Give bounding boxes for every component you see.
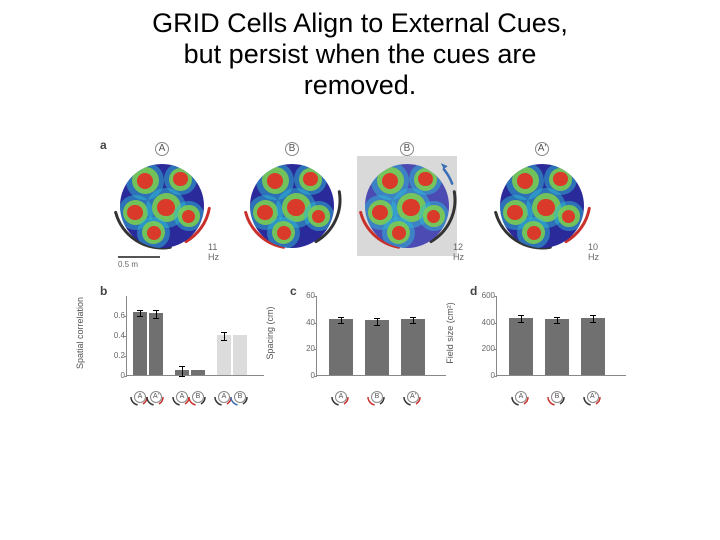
- y-tick: 0.2: [109, 351, 125, 360]
- x-tick-label: A: [514, 391, 528, 403]
- bar: [233, 335, 247, 375]
- y-tick: 60: [299, 291, 315, 300]
- condition-label: B: [285, 142, 299, 156]
- bar: [509, 318, 533, 375]
- y-tick: 0: [479, 371, 495, 380]
- panel-b: bSpatial correlation00.20.40.6AA'ABAB: [100, 288, 278, 408]
- x-tick-label: A: [334, 391, 348, 403]
- y-tick: 40: [299, 318, 315, 327]
- panel-letter-d: d: [470, 284, 477, 298]
- plot-area: 00.20.40.6AA'ABAB: [126, 296, 264, 376]
- y-tick: 0.4: [109, 331, 125, 340]
- y-tick: 400: [479, 318, 495, 327]
- panel-c: cSpacing (cm)0204060ABA': [290, 288, 460, 408]
- bar: [217, 335, 231, 375]
- y-axis-label: Field size (cm²): [445, 288, 455, 378]
- y-axis-label: Spacing (cm): [265, 288, 275, 378]
- condition-label: B: [400, 142, 414, 156]
- bar: [329, 319, 353, 375]
- panel-letter-b: b: [100, 284, 107, 298]
- x-tick-label: A: [175, 391, 189, 403]
- y-tick: 0: [299, 371, 315, 380]
- rate-map: [365, 164, 449, 248]
- plot-area: 0204060ABA': [316, 296, 446, 376]
- condition-label: A: [155, 142, 169, 156]
- y-tick: 0: [109, 371, 125, 380]
- slide-title: GRID Cells Align to External Cues, but p…: [0, 0, 720, 101]
- x-tick-label: B: [191, 391, 205, 403]
- plot-area: 0200400600ABA': [496, 296, 626, 376]
- x-tick-label: B: [370, 391, 384, 403]
- y-tick: 600: [479, 291, 495, 300]
- y-axis-label: Spatial correlation: [75, 288, 85, 378]
- condition-label: A': [535, 142, 549, 156]
- y-tick: 200: [479, 344, 495, 353]
- peak-rate: 10 Hz: [588, 242, 599, 262]
- scale-bar: 0.5 m: [118, 256, 160, 269]
- rate-map: [250, 164, 334, 248]
- title-line-1: GRID Cells Align to External Cues,: [30, 8, 690, 39]
- bar: [581, 318, 605, 375]
- bar: [133, 312, 147, 375]
- title-line-2: but persist when the cues are: [30, 39, 690, 70]
- bar: [149, 313, 163, 375]
- title-line-3: removed.: [30, 70, 690, 101]
- figure: aA11 HzBB12 HzA'10 Hz0.5 m bSpatial corr…: [100, 140, 630, 400]
- bar: [545, 319, 569, 375]
- x-tick-label: B: [550, 391, 564, 403]
- rate-map: [120, 164, 204, 248]
- panel-letter-c: c: [290, 284, 297, 298]
- y-tick: 20: [299, 344, 315, 353]
- x-tick-label: A': [406, 391, 420, 403]
- peak-rate: 11 Hz: [208, 242, 219, 262]
- bar: [401, 319, 425, 375]
- bar: [365, 320, 389, 375]
- bar: [191, 370, 205, 375]
- x-tick-label: A: [133, 391, 147, 403]
- x-tick-label: A': [149, 391, 163, 403]
- y-tick: 0.6: [109, 311, 125, 320]
- x-tick-label: A': [586, 391, 600, 403]
- panel-letter-a: a: [100, 138, 107, 152]
- panel-a: a A 11 Hz B B 12 Hz A' 10 Hz 0.5 m: [100, 140, 630, 270]
- panel-d: dField size (cm²)0200400600ABA': [470, 288, 640, 408]
- x-tick-label: A: [217, 391, 231, 403]
- rate-map: [500, 164, 584, 248]
- peak-rate: 12 Hz: [453, 242, 464, 262]
- x-tick-label: B: [233, 391, 247, 403]
